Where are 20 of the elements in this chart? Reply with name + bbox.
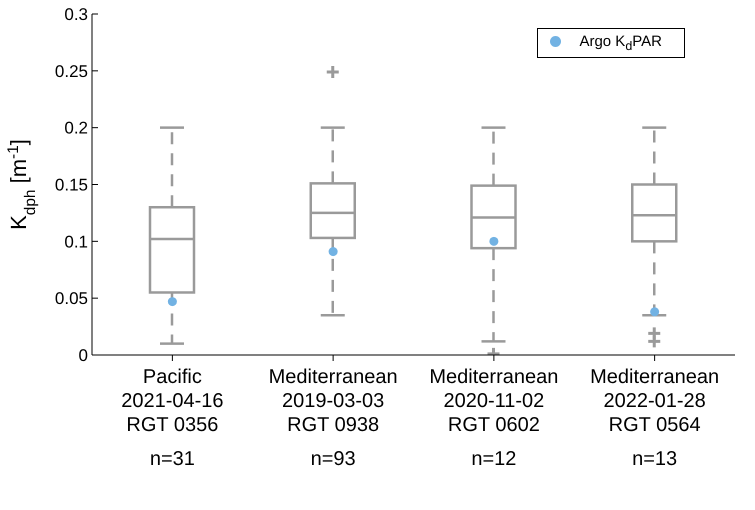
y-tick-label: 0.05	[54, 289, 88, 308]
point	[489, 236, 498, 246]
x-tick-label: Mediterranean 2020-11-02 RGT 0602	[429, 366, 558, 436]
text: n=13	[632, 448, 678, 470]
y-tick-label: 0.3	[64, 5, 88, 24]
point	[328, 247, 338, 256]
point	[168, 297, 177, 306]
text: n=93	[310, 448, 356, 470]
y-tick-label: 0.15	[54, 176, 88, 195]
text: n=12	[471, 448, 516, 470]
legend-label: Argo K$_{d}$PAR	[579, 33, 662, 53]
y-tick-label: 0.1	[64, 232, 88, 252]
y-tick-label: 0	[78, 346, 88, 366]
x-tick-label: Mediterranean 2022-01-28 RGT 0564	[590, 366, 720, 436]
point	[650, 307, 660, 316]
y-tick-label: 0.2	[64, 118, 88, 138]
text: n=31	[150, 448, 195, 470]
x-tick-label: Pacific 2021-04-16 RGT 0356	[121, 366, 224, 436]
x-tick-label: Mediterranean 2019-03-03 RGT 0938	[268, 366, 398, 436]
y-tick-label: 0.25	[54, 62, 88, 81]
